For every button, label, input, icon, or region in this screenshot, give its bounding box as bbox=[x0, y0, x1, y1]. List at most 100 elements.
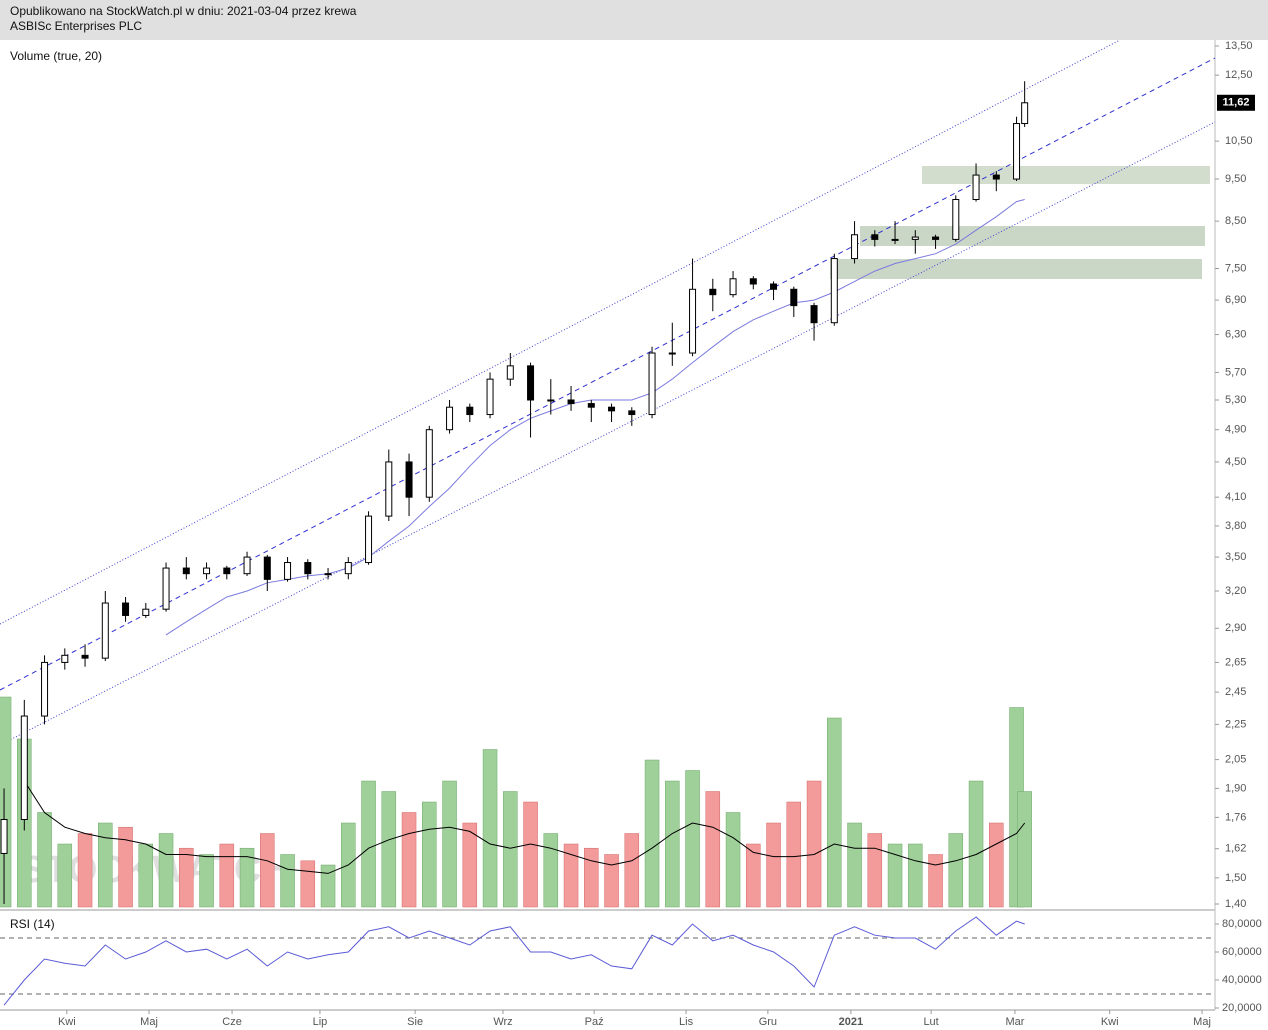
x-tick-label: Wrz bbox=[493, 1016, 512, 1028]
candle-body bbox=[284, 562, 292, 580]
y-tick-label: 9,50 bbox=[1225, 173, 1246, 185]
x-tick-label: Paź bbox=[585, 1016, 604, 1028]
zone bbox=[830, 259, 1202, 279]
y-tick-label: 1,90 bbox=[1225, 782, 1246, 794]
volume-bar bbox=[422, 801, 437, 908]
x-tick-label: Mar bbox=[1005, 1016, 1024, 1028]
candle-body bbox=[466, 406, 474, 416]
volume-bar bbox=[968, 780, 984, 908]
x-tick-label: Lis bbox=[679, 1016, 694, 1028]
volume-bar bbox=[948, 833, 964, 908]
x-tick-label: Kwi bbox=[58, 1016, 76, 1028]
y-tick-label: 3,20 bbox=[1225, 585, 1246, 597]
volume-bar bbox=[98, 822, 113, 908]
ma-line bbox=[165, 199, 1025, 636]
x-tick-label: Lut bbox=[923, 1016, 938, 1028]
candle-body bbox=[932, 236, 940, 240]
candle-body bbox=[203, 567, 211, 575]
candle-body bbox=[486, 378, 494, 416]
volume-bar bbox=[158, 833, 174, 908]
candle-body bbox=[20, 715, 28, 821]
volume-bar bbox=[260, 833, 275, 908]
candle-body bbox=[61, 654, 69, 663]
volume-bar bbox=[989, 822, 1004, 908]
candle-body bbox=[122, 602, 130, 616]
candle-body bbox=[689, 288, 697, 354]
zone bbox=[860, 226, 1205, 246]
y-tick-label: 2,65 bbox=[1225, 656, 1246, 668]
y-tick-label: 2,05 bbox=[1225, 754, 1246, 766]
candle-body bbox=[729, 278, 737, 296]
y-tick-label: 8,50 bbox=[1225, 215, 1246, 227]
x-tick-label: Gru bbox=[759, 1016, 777, 1028]
volume-bar bbox=[199, 854, 214, 908]
y-tick-label: 5,70 bbox=[1225, 366, 1246, 378]
candle-body bbox=[587, 403, 595, 408]
volume-bar bbox=[665, 780, 680, 908]
last-price-box bbox=[1217, 94, 1255, 111]
y-tick-label: 1,76 bbox=[1225, 811, 1246, 823]
volume-bar bbox=[482, 749, 498, 908]
candle-body bbox=[830, 258, 838, 324]
channel-line bbox=[0, 121, 1216, 746]
candle-body bbox=[952, 199, 960, 240]
rsi-label: RSI (14) bbox=[10, 917, 55, 931]
volume-bar bbox=[806, 780, 822, 908]
volume-bar bbox=[118, 826, 133, 908]
y-tick-label: 6,30 bbox=[1225, 328, 1246, 340]
volume-bar bbox=[604, 854, 619, 908]
y-tick-label: 1,62 bbox=[1225, 843, 1246, 855]
rsi-line bbox=[3, 916, 1025, 1006]
candle-body bbox=[304, 562, 312, 575]
rsi-tick-label: 40,0000 bbox=[1222, 974, 1262, 986]
volume-bar bbox=[239, 847, 255, 908]
candle-body bbox=[992, 174, 1000, 180]
y-tick-label: 12,50 bbox=[1225, 69, 1253, 81]
volume-bar bbox=[908, 843, 923, 908]
volume-bar bbox=[827, 717, 842, 908]
x-tick-label: Maj bbox=[140, 1016, 158, 1028]
rsi-tick-label: 20,0000 bbox=[1222, 1002, 1262, 1014]
volume-bar bbox=[1017, 791, 1032, 908]
volume-bar bbox=[280, 854, 295, 908]
channel-line bbox=[0, 39, 1121, 625]
volume-bar bbox=[624, 833, 640, 908]
volume-ma-line bbox=[23, 780, 1026, 874]
volume-bar bbox=[381, 791, 397, 908]
volume-bar bbox=[584, 847, 599, 908]
volume-bar bbox=[543, 833, 559, 908]
candle-body bbox=[972, 174, 980, 201]
volume-bar bbox=[179, 847, 194, 908]
candle-body bbox=[1021, 102, 1029, 125]
volume-bar bbox=[77, 833, 93, 908]
volume-bar bbox=[766, 822, 781, 908]
candle-body bbox=[1013, 123, 1021, 180]
volume-bar bbox=[219, 843, 235, 908]
volume-bar bbox=[138, 843, 154, 908]
y-tick-label: 13,50 bbox=[1225, 40, 1253, 52]
y-tick-label: 3,50 bbox=[1225, 551, 1246, 563]
candle-body bbox=[567, 399, 575, 405]
y-tick-label: 6,90 bbox=[1225, 294, 1246, 306]
rsi-tick-label: 60,0000 bbox=[1222, 946, 1262, 958]
candle-body bbox=[911, 236, 919, 240]
candle-body bbox=[324, 573, 332, 576]
volume-bar bbox=[300, 860, 316, 908]
rsi-tick-label: 80,0000 bbox=[1222, 918, 1262, 930]
channel-line bbox=[0, 57, 1216, 691]
x-tick-label: Cze bbox=[222, 1016, 242, 1028]
volume-bar bbox=[725, 812, 741, 908]
volume-label: Volume (true, 20) bbox=[10, 49, 102, 63]
candle-body bbox=[790, 288, 798, 307]
volume-bar bbox=[361, 780, 376, 908]
y-tick-label: 2,45 bbox=[1225, 686, 1246, 698]
candle-body bbox=[749, 278, 757, 285]
candle-body bbox=[648, 352, 656, 416]
candle-body bbox=[223, 567, 231, 575]
candle-body bbox=[628, 410, 636, 416]
y-tick-label: 2,90 bbox=[1225, 622, 1246, 634]
candle-body bbox=[709, 288, 717, 296]
y-tick-label: 1,50 bbox=[1225, 872, 1246, 884]
y-tick-label: 3,80 bbox=[1225, 520, 1246, 532]
